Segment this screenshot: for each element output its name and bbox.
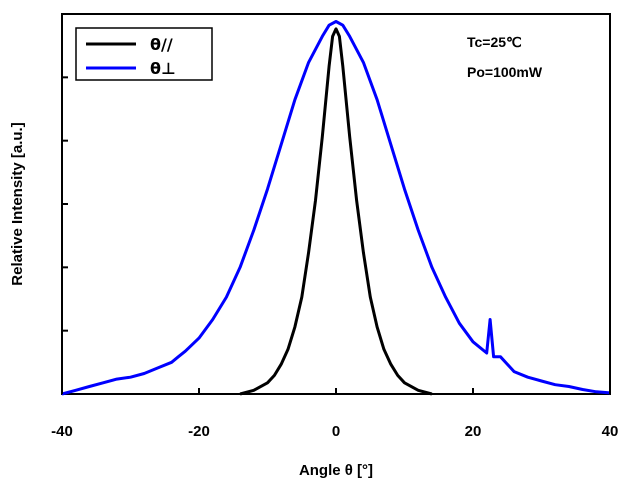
- x-tick-label: 20: [465, 423, 482, 440]
- x-tick-label: 40: [602, 423, 619, 440]
- legend: θ// θ⊥: [75, 27, 213, 81]
- series-line-1: [61, 20, 611, 396]
- legend-label-parallel: θ//: [150, 35, 173, 54]
- x-axis-title: Angle θ [°]: [299, 462, 373, 479]
- annotation-temperature: Tc=25℃: [467, 34, 522, 50]
- annotation-power: Po=100mW: [467, 64, 543, 80]
- legend-box: [75, 27, 213, 81]
- x-tick-label: -40: [51, 423, 73, 440]
- series-group: [61, 20, 611, 396]
- axis-ticks: [61, 13, 611, 394]
- y-axis-title: Relative Intensity [a.u.]: [9, 122, 26, 285]
- legend-label-perpendicular: θ⊥: [150, 59, 176, 78]
- x-tick-labels: -40 -20 0 20 40: [51, 423, 618, 440]
- series-line-0: [239, 27, 433, 396]
- x-tick-label: 0: [332, 423, 340, 440]
- x-tick-label: -20: [188, 423, 210, 440]
